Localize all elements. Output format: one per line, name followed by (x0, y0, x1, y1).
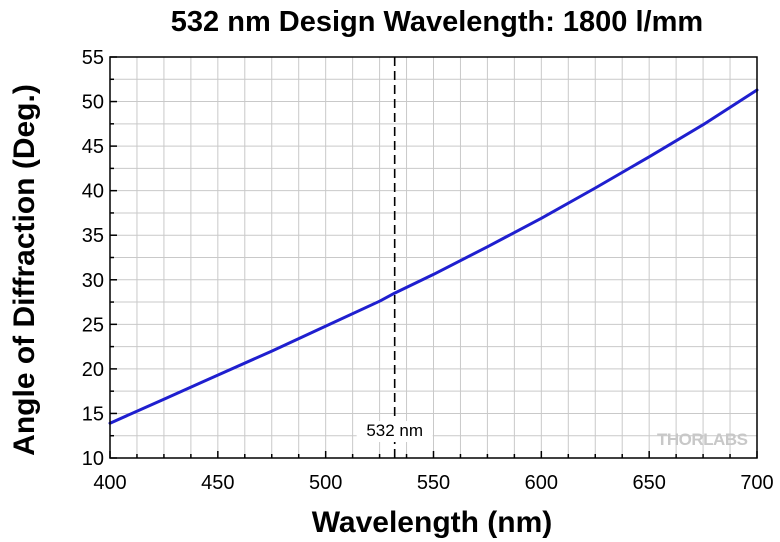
y-tick-label: 25 (82, 314, 104, 336)
grid-lines (110, 57, 757, 458)
series-line (108, 88, 759, 425)
y-tick-label: 40 (82, 181, 104, 203)
plot-frame (109, 56, 758, 459)
design-wavelength-label-bg (356, 421, 433, 442)
y-tick-label: 45 (82, 136, 104, 158)
y-tick-label: 55 (82, 47, 104, 69)
y-tick-label: 15 (82, 403, 104, 425)
x-tick-label: 600 (525, 472, 558, 494)
y-tick-label: 20 (82, 359, 104, 381)
y-tick-label: 10 (82, 448, 104, 470)
y-tick-label: 50 (82, 92, 104, 114)
x-tick-label: 700 (740, 472, 773, 494)
design-wavelength-label: 532 nm (366, 421, 423, 440)
y-axis-label: Angle of Diffraction (Deg.) (8, 84, 41, 456)
thorlabs-logo: THORLABS (657, 430, 748, 449)
tick-labels: 400 450 500 550 600 650 700 10 15 20 25 30 35 40 45 50 5… (82, 47, 774, 494)
x-tick-label: 500 (309, 472, 342, 494)
x-tick-label: 650 (632, 472, 665, 494)
chart-title: 532 nm Design Wavelength: 1800 l/mm (171, 6, 703, 38)
x-tick-label: 550 (417, 472, 450, 494)
x-tick-label: 450 (201, 472, 234, 494)
y-tick-label: 30 (82, 270, 104, 292)
x-axis-label: Wavelength (nm) (312, 506, 553, 539)
annotations: 532 nm (356, 57, 433, 458)
y-tick-label: 35 (82, 225, 104, 247)
x-tick-label: 400 (93, 472, 126, 494)
series-group (108, 88, 759, 425)
